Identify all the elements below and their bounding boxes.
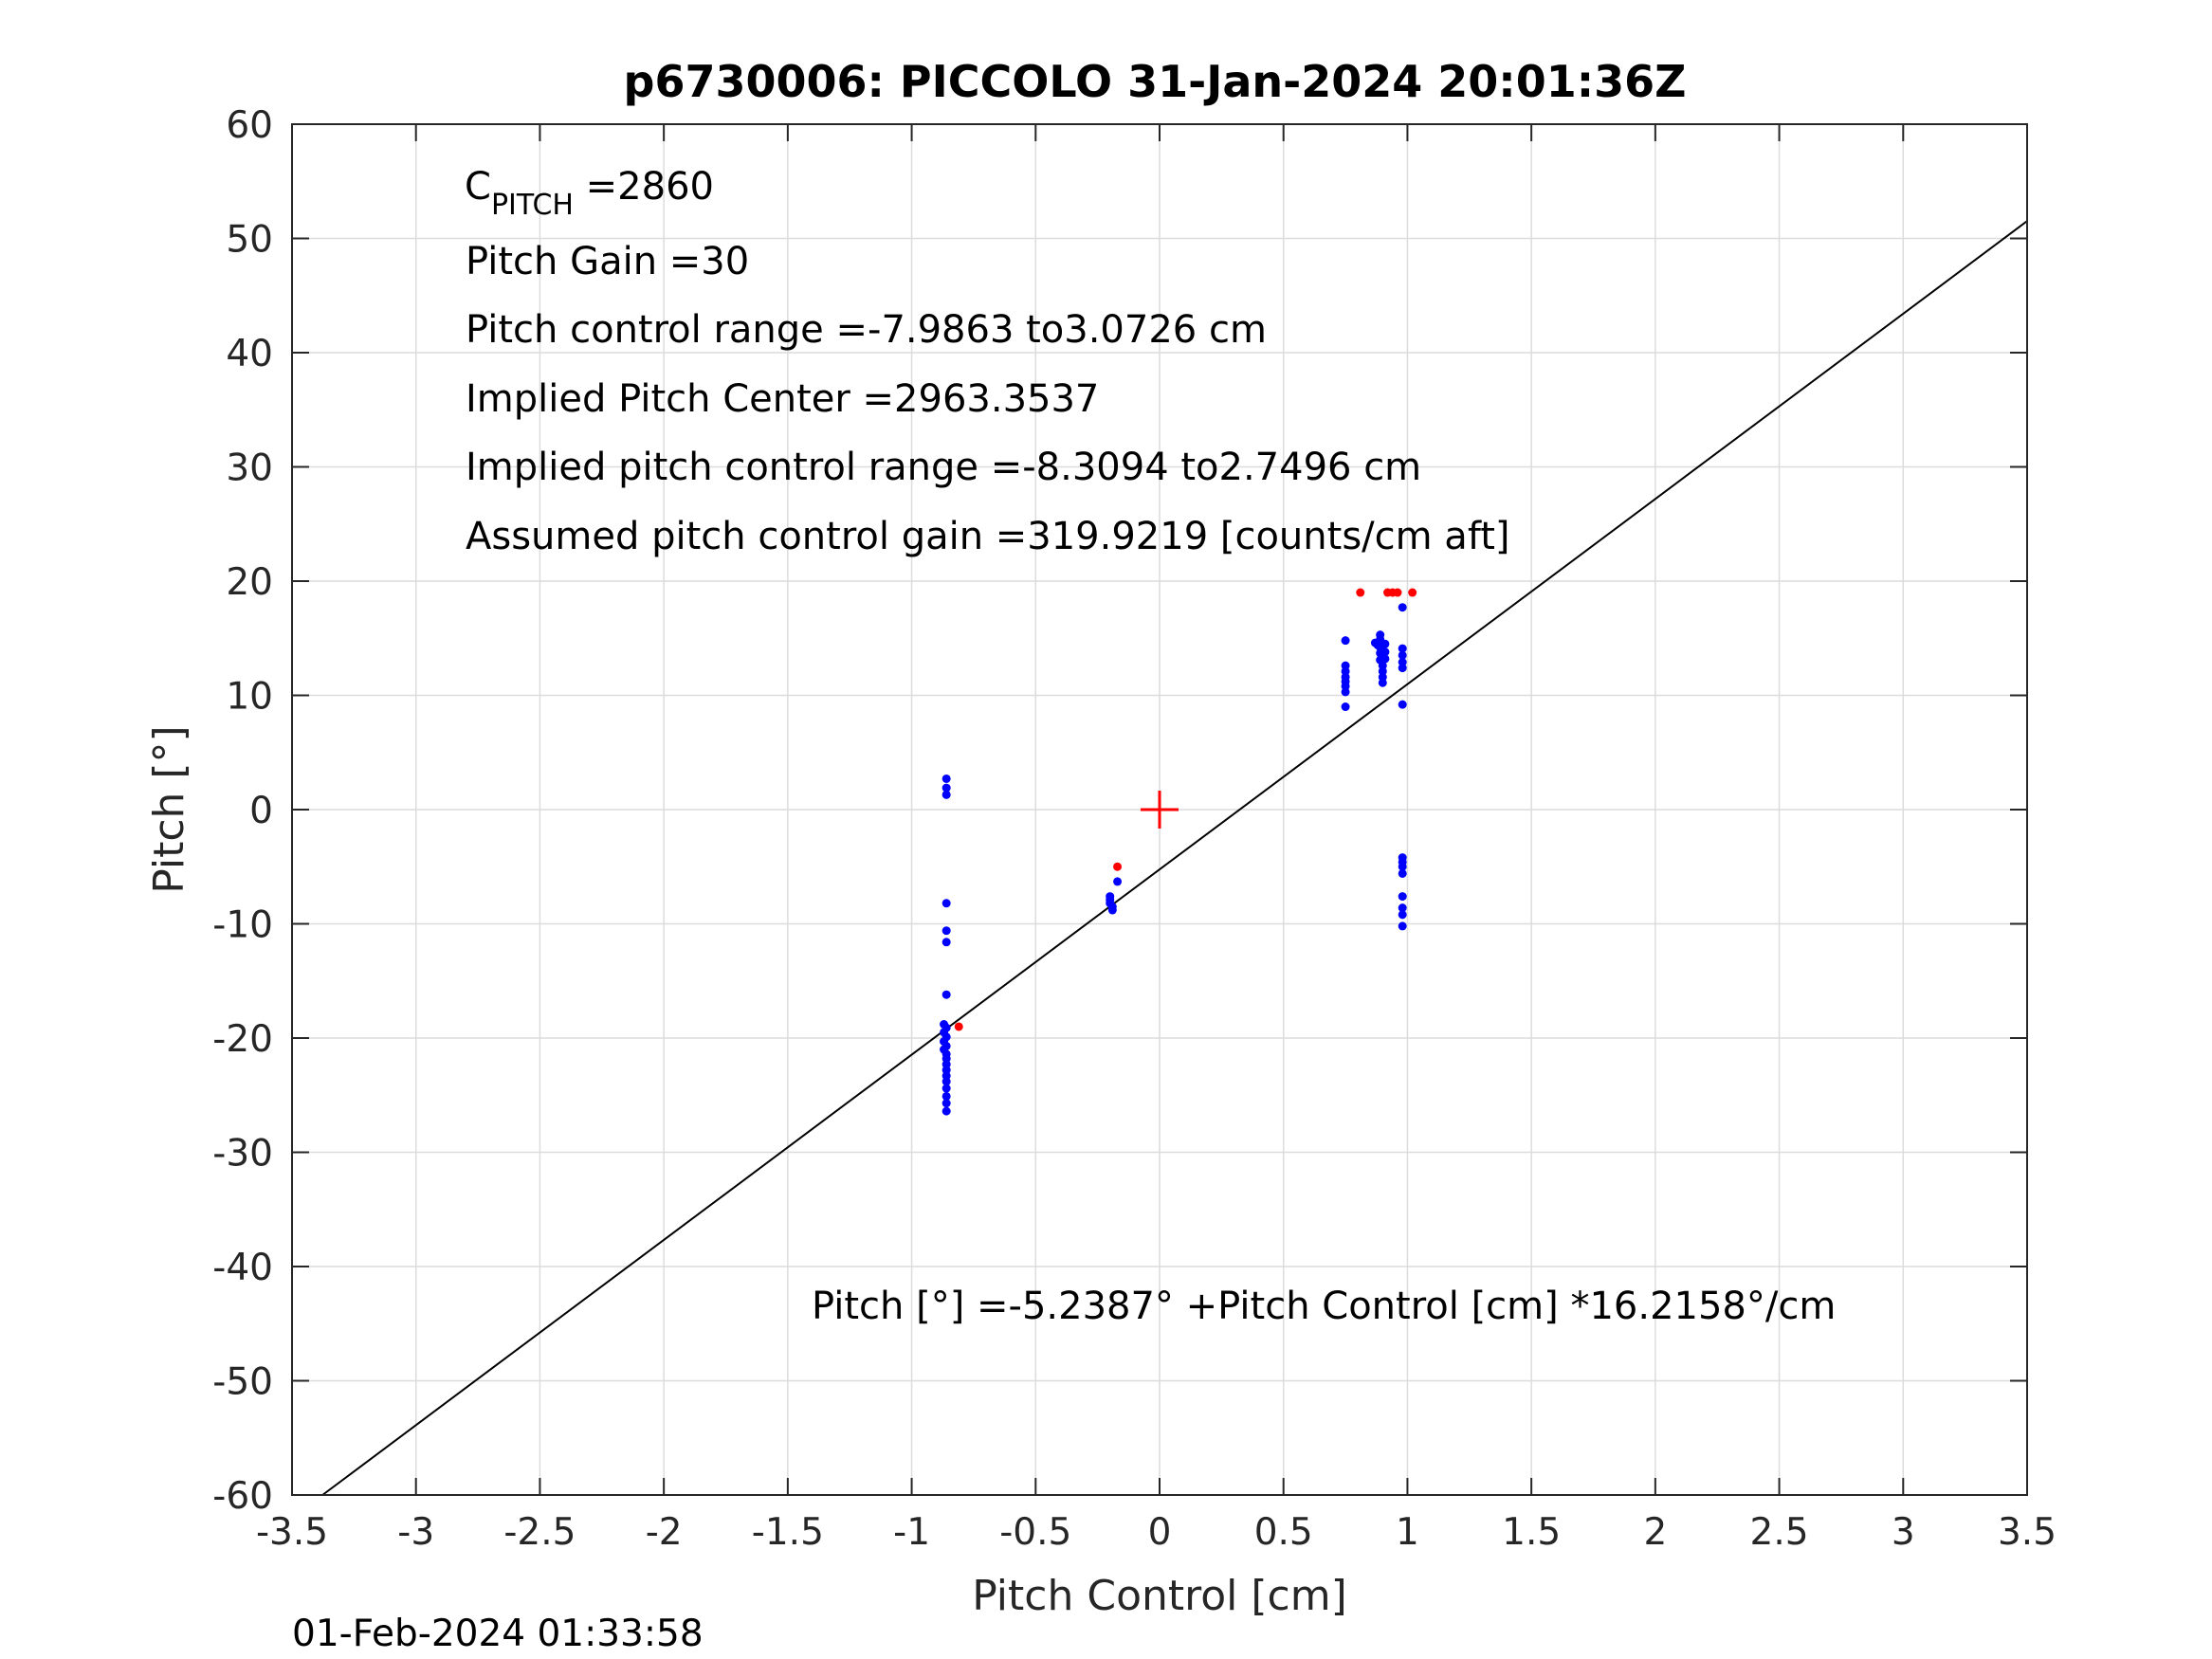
- x-tick-label: -0.5: [999, 1511, 1071, 1554]
- x-tick-label: -2.5: [503, 1511, 576, 1554]
- fit-line: [321, 220, 2028, 1496]
- x-tick-label: 2.5: [1750, 1511, 1809, 1554]
- data-point-blue: [1398, 921, 1407, 931]
- chart-title: p6730006: PICCOLO 31-Jan-2024 20:01:36Z: [624, 56, 1687, 107]
- data-point-blue: [941, 990, 951, 999]
- x-tick-label: 1.5: [1502, 1511, 1561, 1554]
- data-point-blue: [1398, 644, 1407, 653]
- center-layer: [1141, 791, 1179, 829]
- footer-timestamp: 01-Feb-2024 01:33:58: [292, 1613, 704, 1655]
- x-tick-label: 0: [1148, 1511, 1172, 1554]
- data-point-blue: [941, 938, 951, 947]
- c-pitch-annotation: CPITCH =2860: [465, 165, 714, 222]
- x-tick-label: 3: [1892, 1511, 1915, 1554]
- data-point-blue: [941, 899, 951, 908]
- y-tick-label: -60: [212, 1475, 273, 1518]
- y-tick-label: -50: [212, 1361, 273, 1404]
- y-tick-label: -40: [212, 1247, 273, 1289]
- annotation-block: CPITCH =2860 Pitch Gain =30 Pitch contro…: [465, 165, 1836, 1328]
- data-point-blue: [1380, 647, 1390, 657]
- y-tick-label: 0: [249, 790, 273, 832]
- data-point-red: [1393, 588, 1402, 597]
- data-point-blue: [1398, 664, 1407, 673]
- data-point-blue: [1380, 654, 1390, 664]
- data-point-red: [1113, 862, 1123, 871]
- data-point-blue: [941, 1077, 951, 1086]
- data-point-blue: [941, 774, 951, 783]
- data-point-blue: [941, 1091, 951, 1101]
- c-pitch-value: =2860: [574, 165, 714, 209]
- data-point-blue: [1398, 892, 1407, 902]
- y-tick-label: -10: [212, 904, 273, 947]
- y-tick-label: 50: [226, 219, 273, 262]
- data-point-blue: [1341, 702, 1350, 712]
- data-point-blue: [1398, 910, 1407, 920]
- x-tick-label: 1: [1396, 1511, 1419, 1554]
- y-tick-label: 20: [226, 561, 273, 604]
- implied-pitch-center-annotation: Implied Pitch Center =2963.3537: [466, 377, 1099, 421]
- y-axis-label: Pitch [°]: [145, 725, 193, 893]
- data-point-blue: [1378, 678, 1387, 687]
- data-point-blue: [941, 1106, 951, 1116]
- data-point-blue: [941, 790, 951, 799]
- data-point-blue: [941, 1099, 951, 1108]
- x-tick-label: -2: [646, 1511, 683, 1554]
- scatter-points: [940, 588, 1417, 1116]
- x-tick-label: 3.5: [1998, 1511, 2057, 1554]
- x-tick-label: -1.5: [752, 1511, 824, 1554]
- y-tick-label: -30: [212, 1133, 273, 1176]
- data-point-blue: [941, 1084, 951, 1093]
- y-tick-label: 60: [226, 104, 273, 147]
- y-tick-label: -20: [212, 1018, 273, 1061]
- fit-equation-annotation: Pitch [°] =-5.2387° +Pitch Control [cm] …: [812, 1285, 1836, 1328]
- data-point-blue: [1398, 862, 1407, 871]
- fit-layer: [321, 220, 2028, 1496]
- c-pitch-subscript: PITCH: [491, 189, 574, 222]
- x-tick-labels: -3.5 -3 -2.5 -2 -1.5 -1 -0.5 0 0.5 1 1.5 2 2.5 3 3.5: [256, 1511, 2057, 1554]
- data-point-blue: [941, 926, 951, 936]
- data-point-red: [1356, 588, 1365, 597]
- y-tick-label: 40: [226, 333, 273, 375]
- data-point-blue: [1398, 700, 1407, 709]
- x-tick-label: -1: [893, 1511, 930, 1554]
- x-axis-label: Pitch Control [cm]: [972, 1572, 1347, 1620]
- y-tick-label: 10: [226, 676, 273, 719]
- data-point-blue: [1113, 877, 1123, 886]
- data-point-blue: [1341, 687, 1350, 697]
- x-tick-label: -3.5: [256, 1511, 328, 1554]
- data-point-blue: [1380, 639, 1390, 648]
- data-point-blue: [1398, 903, 1407, 913]
- x-tick-label: -3: [397, 1511, 434, 1554]
- data-point-blue: [1398, 603, 1407, 612]
- data-point-blue: [1398, 650, 1407, 660]
- y-tick-label: 30: [226, 447, 273, 490]
- pitch-control-range-annotation: Pitch control range =-7.9863 to3.0726 cm: [466, 308, 1267, 352]
- x-tick-label: 2: [1643, 1511, 1667, 1554]
- plot-area: [291, 123, 2028, 1496]
- data-point-blue: [1341, 636, 1350, 646]
- y-tick-labels: -60 -50 -40 -30 -20 -10 0 10 20 30 40 50 60: [212, 104, 273, 1518]
- assumed-gain-annotation: Assumed pitch control gain =319.9219 [co…: [466, 515, 1509, 558]
- x-tick-label: 0.5: [1254, 1511, 1313, 1554]
- tick-marks: [291, 123, 2028, 1496]
- data-point-blue: [941, 783, 951, 793]
- data-point-red: [1408, 588, 1417, 597]
- data-point-blue: [1107, 905, 1117, 915]
- c-pitch-symbol: C: [465, 165, 491, 209]
- data-point-blue: [1398, 868, 1407, 878]
- implied-pitch-control-range-annotation: Implied pitch control range =-8.3094 to2…: [466, 446, 1421, 489]
- data-point-red: [954, 1022, 963, 1031]
- pitch-gain-annotation: Pitch Gain =30: [466, 240, 749, 283]
